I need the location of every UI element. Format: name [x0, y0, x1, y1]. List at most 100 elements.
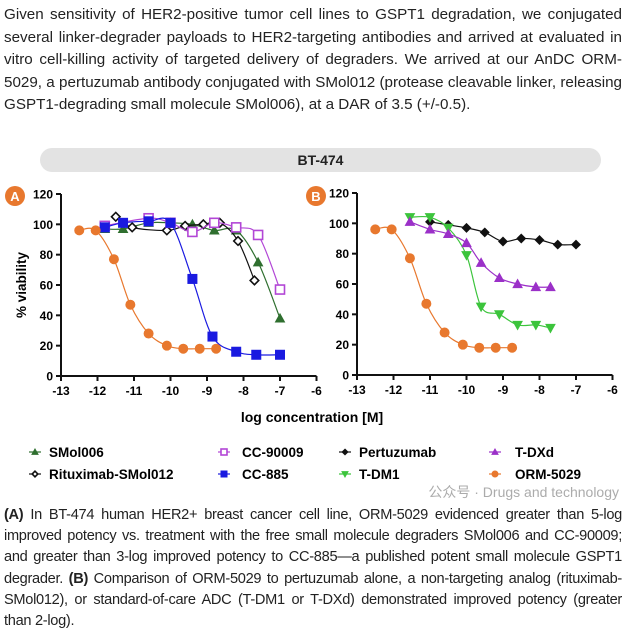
- panel-b-x-tick-label: -11: [422, 383, 439, 397]
- panel-b-t-dm1-point: [475, 302, 487, 313]
- panel-b-t-dxd-point: [475, 257, 487, 267]
- panel-a-x-tick-label: -11: [126, 384, 143, 398]
- panel-b-t-dm1-point: [461, 251, 472, 261]
- panel-b-t-dm1-point: [530, 320, 542, 331]
- panel-b-t-dxd-point: [424, 223, 436, 234]
- panel-a-cc-885-point: [187, 273, 198, 284]
- watermark: 公众号 · Drugs and technology: [428, 484, 619, 500]
- panel-a-orm-5029-point: [108, 254, 119, 265]
- panel-a-cc-90009-point: [274, 284, 286, 295]
- panel-a-x-tick-label: -12: [89, 384, 107, 398]
- panel-a-cc-90009-point: [230, 222, 242, 233]
- panel-b-orm-5029-point: [490, 342, 501, 353]
- panel-a-y-tick-label: 80: [40, 248, 54, 262]
- panel-b-t-dxd-point: [512, 278, 523, 289]
- panel-a-badge: [5, 186, 25, 206]
- panel-a-rituximab-smol012-point: [126, 221, 138, 233]
- panel-a-y-tick-label: 0: [46, 370, 53, 384]
- panel-b-t-dm1-point: [442, 223, 454, 234]
- panel-b-badge-label: B: [311, 189, 320, 204]
- panel-b-t-dxd-point: [442, 228, 454, 239]
- panel-b-x-tick-label: -6: [607, 383, 618, 397]
- panel-a-x-tick-label: -13: [52, 384, 70, 398]
- panel-b-t-dxd-point: [404, 216, 416, 226]
- panel-a-cc-90009-point: [209, 217, 220, 229]
- legend-t-dxd-label: T-DXd: [515, 445, 554, 460]
- panel-b-pertuzumab-point: [534, 235, 545, 245]
- panel-b-x-tick-label: -7: [571, 383, 582, 397]
- panel-b-orm-5029-point: [386, 224, 397, 235]
- caption-a-label: (A): [4, 507, 24, 523]
- legend-t-dxd-marker: [491, 447, 499, 455]
- intro-paragraph: Given sensitivity of HER2-positive tumor…: [4, 6, 622, 114]
- panel-a-orm-5029-point: [161, 340, 172, 351]
- panel-a-y-tick-label: 40: [40, 309, 54, 323]
- panel-b-x-tick-label: -10: [458, 383, 476, 397]
- panel-a-orm-5029-point: [74, 225, 85, 236]
- panel-b-pertuzumab-point: [461, 222, 472, 233]
- cell-line-banner: BT-474: [40, 148, 601, 172]
- panel-a-orm-5029-point: [90, 225, 101, 236]
- panel-b-pertuzumab-point: [571, 239, 581, 250]
- panel-a-cc-885-point: [99, 222, 110, 233]
- panel-a-orm-5029-point: [125, 299, 136, 310]
- legend-smol006-label: SMol006: [49, 445, 104, 460]
- legend-cc-90009-marker: [220, 448, 228, 456]
- panel-b-x-tick-label: -12: [385, 383, 403, 397]
- panel-b-orm-5029-point: [474, 342, 485, 353]
- dose-response-charts: A 0 20 40 60 80 100 120 -13 -12 -11 -10 -9 -8 -7 -6 % vi…: [5, 186, 618, 482]
- panel-b-t-dxd-point: [530, 281, 542, 292]
- panel-b-t-dm1-point: [512, 320, 523, 331]
- panel-a-x-tick-label: -6: [311, 384, 322, 398]
- panel-a-rituximab-smol012-point: [161, 224, 173, 236]
- panel-a-x-tick-label: -9: [202, 384, 213, 398]
- panel-a-y-tick-label: 120: [33, 188, 53, 202]
- caption-b-text: Comparison of ORM-5029 to pertuzumab alo…: [4, 570, 622, 630]
- panel-b-orm-5029-point: [404, 253, 415, 264]
- panel-b-orm-5029-point: [439, 327, 450, 338]
- panel-b-t-dm1-point: [545, 323, 556, 334]
- legend-rituximab-smol012-marker: [31, 470, 39, 478]
- legend-cc-90009-label: CC-90009: [242, 445, 304, 460]
- panel-a-smol006-point: [252, 256, 264, 267]
- panel-a-rituximab-smol012-point: [110, 211, 122, 223]
- panel-b-y-tick-label: 100: [329, 217, 349, 231]
- panel-b-y-tick-label: 120: [329, 187, 349, 201]
- legend-cc-885-marker: [220, 470, 228, 478]
- legend-orm-5029-label: ORM-5029: [515, 467, 581, 482]
- panel-a-cc-885-point: [275, 349, 285, 360]
- panel-b-x-tick-label: -8: [534, 383, 545, 397]
- panel-b-pertuzumab-point: [516, 233, 527, 244]
- panel-a-x-tick-label: -8: [238, 384, 249, 398]
- panel-a-x-tick-label: -10: [162, 384, 180, 398]
- panel-b-t-dm1-point: [494, 310, 505, 320]
- legend-pertuzumab-label: Pertuzumab: [359, 445, 436, 460]
- x-axis-label: log concentration [M]: [241, 409, 383, 425]
- panel-a-x-tick-label: -7: [275, 384, 286, 398]
- panel-a-cc-885-point: [251, 349, 262, 360]
- legend-cc-885-label: CC-885: [242, 467, 289, 482]
- panel-b-t-dxd-point: [545, 281, 556, 292]
- panel-a-orm-5029-point: [143, 328, 154, 339]
- panel-b-y-tick-label: 40: [336, 308, 350, 322]
- panel-b-pertuzumab-point: [479, 227, 490, 238]
- panel-a-cc-885-point: [207, 331, 218, 342]
- legend-smol006-marker: [31, 447, 39, 455]
- panel-a-smol006-point: [208, 224, 220, 235]
- panel-a-y-tick-label: 20: [40, 339, 54, 353]
- panel-a-orm-5029-point: [211, 343, 222, 354]
- panel-a-orm-5029-point: [178, 343, 189, 354]
- panel-b-orm-5029-point: [370, 224, 381, 235]
- panel-a-cc-885-point: [143, 216, 154, 227]
- panel-b-badge: [306, 186, 326, 206]
- caption-a-text: In BT-474 human HER2+ breast cancer cell…: [4, 507, 622, 587]
- panel-b-y-tick-label: 60: [336, 278, 350, 292]
- panel-b-y-tick-label: 20: [336, 338, 350, 352]
- panel-a-smol006-point: [274, 312, 286, 323]
- panel-b-orm-5029-point: [421, 298, 432, 309]
- panel-a-cc-90009-point: [187, 226, 198, 238]
- panel-a-badge-label: A: [10, 189, 20, 204]
- panel-b-t-dm1-point: [424, 213, 436, 223]
- panel-a-cc-885-point: [165, 217, 176, 228]
- panel-b-t-dxd-point: [461, 237, 472, 248]
